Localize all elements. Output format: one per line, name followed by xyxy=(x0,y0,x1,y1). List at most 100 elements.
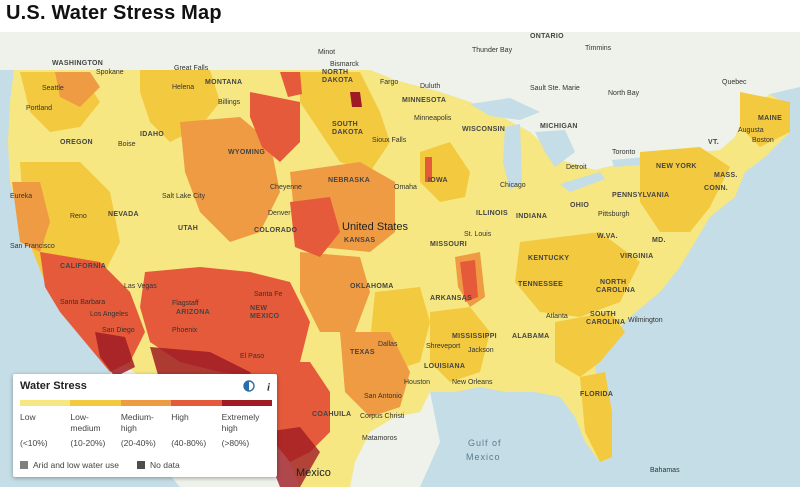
label-gulf-of: Gulf of xyxy=(468,438,502,448)
svg-text:NEVADA: NEVADA xyxy=(108,211,139,218)
label-ontario: ONTARIO xyxy=(530,33,564,40)
northeast-low-medium xyxy=(640,147,730,232)
legend-cat-extremely-high: Extremely high (>80%) xyxy=(221,412,260,448)
norcal-medium-high xyxy=(12,182,50,252)
legend-swatch-low-medium xyxy=(70,400,121,406)
iowa-high xyxy=(425,157,432,182)
svg-text:NORTH: NORTH xyxy=(600,279,626,286)
mississippi-low-medium xyxy=(430,307,490,382)
svg-text:MONTANA: MONTANA xyxy=(205,79,242,86)
svg-text:MISSISSIPPI: MISSISSIPPI xyxy=(452,333,497,340)
north-dakota-extremely-high xyxy=(350,92,362,107)
svg-text:Quebec: Quebec xyxy=(722,79,747,86)
svg-text:Phoenix: Phoenix xyxy=(172,327,198,334)
svg-text:KANSAS: KANSAS xyxy=(344,237,375,244)
socal-extremely-high xyxy=(95,332,135,377)
svg-text:COLORADO: COLORADO xyxy=(254,227,297,234)
legend-cat-low: Low (<10%) xyxy=(20,412,48,448)
svg-text:Matamoros: Matamoros xyxy=(362,435,398,442)
svg-text:Jackson: Jackson xyxy=(468,347,494,354)
svg-text:NEW: NEW xyxy=(250,305,267,312)
svg-text:Cheyenne: Cheyenne xyxy=(270,184,302,191)
dakotas-low-medium xyxy=(300,72,390,172)
svg-text:WYOMING: WYOMING xyxy=(228,149,265,156)
svg-text:Atlanta: Atlanta xyxy=(546,313,568,320)
svg-text:San Diego: San Diego xyxy=(102,327,135,334)
svg-text:Los Angeles: Los Angeles xyxy=(90,311,129,318)
info-icon[interactable]: i xyxy=(263,380,275,393)
svg-text:Bismarck: Bismarck xyxy=(330,61,359,68)
legend-cat-medium-high: Medium- high (20-40%) xyxy=(120,412,156,448)
svg-text:St. Louis: St. Louis xyxy=(464,231,492,238)
svg-text:Shreveport: Shreveport xyxy=(426,343,460,350)
svg-text:Dallas: Dallas xyxy=(378,341,398,348)
legend-swatch-high xyxy=(171,400,222,406)
svg-text:PENNSYLVANIA: PENNSYLVANIA xyxy=(612,192,669,199)
svg-text:Chicago: Chicago xyxy=(500,182,526,189)
coahuila-extremely-high xyxy=(265,427,320,487)
svg-text:Fargo: Fargo xyxy=(380,79,398,86)
svg-text:CAROLINA: CAROLINA xyxy=(596,287,635,294)
svg-text:SOUTH: SOUTH xyxy=(332,121,358,128)
svg-text:Omaha: Omaha xyxy=(394,184,417,191)
tennessee-low-medium xyxy=(515,232,640,317)
svg-text:ARKANSAS: ARKANSAS xyxy=(430,295,472,302)
svg-text:Eureka: Eureka xyxy=(10,193,32,200)
svg-text:OKLAHOMA: OKLAHOMA xyxy=(350,283,394,290)
iowa-low-medium xyxy=(420,142,470,202)
svg-text:DAKOTA: DAKOTA xyxy=(322,77,353,84)
svg-text:NEBRASKA: NEBRASKA xyxy=(328,177,370,184)
svg-text:Denver: Denver xyxy=(268,210,291,217)
svg-text:MINNESOTA: MINNESOTA xyxy=(402,97,446,104)
svg-text:DAKOTA: DAKOTA xyxy=(332,129,363,136)
colorado-high xyxy=(290,197,340,257)
legend-swatch-low xyxy=(20,400,71,406)
carolinas-low-medium xyxy=(555,312,625,377)
svg-text:TEXAS: TEXAS xyxy=(350,349,375,356)
svg-text:LOUISIANA: LOUISIANA xyxy=(424,363,465,370)
svg-text:Detroit: Detroit xyxy=(566,164,587,171)
oklahoma-medium-high xyxy=(300,252,370,332)
svg-text:Boise: Boise xyxy=(118,141,136,148)
svg-text:MEXICO: MEXICO xyxy=(250,313,280,320)
svg-text:Duluth: Duluth xyxy=(420,83,440,90)
state-labels: WASHINGTON MONTANA NORTH DAKOTA MINNESOT… xyxy=(52,60,782,418)
svg-text:Minot: Minot xyxy=(318,49,335,56)
east-texas-medium-high xyxy=(340,332,410,417)
svg-text:OHIO: OHIO xyxy=(570,202,589,209)
label-mexico: Mexico xyxy=(296,467,331,479)
canada-land xyxy=(0,32,800,170)
no-data-label: No data xyxy=(150,460,180,470)
svg-text:INDIANA: INDIANA xyxy=(516,213,547,220)
svg-text:Timmins: Timmins xyxy=(585,45,612,52)
legend-cat-high: High (40-80%) xyxy=(171,412,207,448)
spokane-medium-high xyxy=(55,72,100,107)
svg-text:Reno: Reno xyxy=(70,213,87,220)
svg-text:San Francisco: San Francisco xyxy=(10,243,55,250)
legend-extra: Arid and low water use No data xyxy=(20,460,180,470)
svg-text:Sioux Falls: Sioux Falls xyxy=(372,137,407,144)
svg-text:Salt Lake City: Salt Lake City xyxy=(162,193,206,200)
svg-text:COAHUILA: COAHUILA xyxy=(312,411,351,418)
svg-text:New Orleans: New Orleans xyxy=(452,379,493,386)
svg-text:Pittsburgh: Pittsburgh xyxy=(598,211,630,218)
layer-toggle-icon[interactable] xyxy=(243,380,255,392)
svg-text:Las Vegas: Las Vegas xyxy=(124,283,157,290)
svg-text:FLORIDA: FLORIDA xyxy=(580,391,613,398)
svg-text:CONN.: CONN. xyxy=(704,185,728,192)
svg-text:North Bay: North Bay xyxy=(608,90,640,97)
svg-text:Augusta: Augusta xyxy=(738,127,764,134)
legend-panel: Water Stress i Low (<10%) Low- medium (1… xyxy=(13,374,277,477)
svg-text:MASS.: MASS. xyxy=(714,172,738,179)
svg-text:Great Falls: Great Falls xyxy=(174,65,209,72)
svg-text:IOWA: IOWA xyxy=(428,177,448,184)
lake-superior xyxy=(470,98,540,120)
mexico-east-land xyxy=(350,392,440,487)
label-united-states: United States xyxy=(342,221,409,233)
svg-text:VT.: VT. xyxy=(708,139,719,146)
city-labels: Seattle Portland Spokane Great Falls Hel… xyxy=(10,45,774,474)
label-gulf-mexico: Mexico xyxy=(466,452,501,462)
svg-text:UTAH: UTAH xyxy=(178,225,198,232)
svg-text:Bahamas: Bahamas xyxy=(650,467,680,474)
lake-ontario xyxy=(612,157,645,167)
